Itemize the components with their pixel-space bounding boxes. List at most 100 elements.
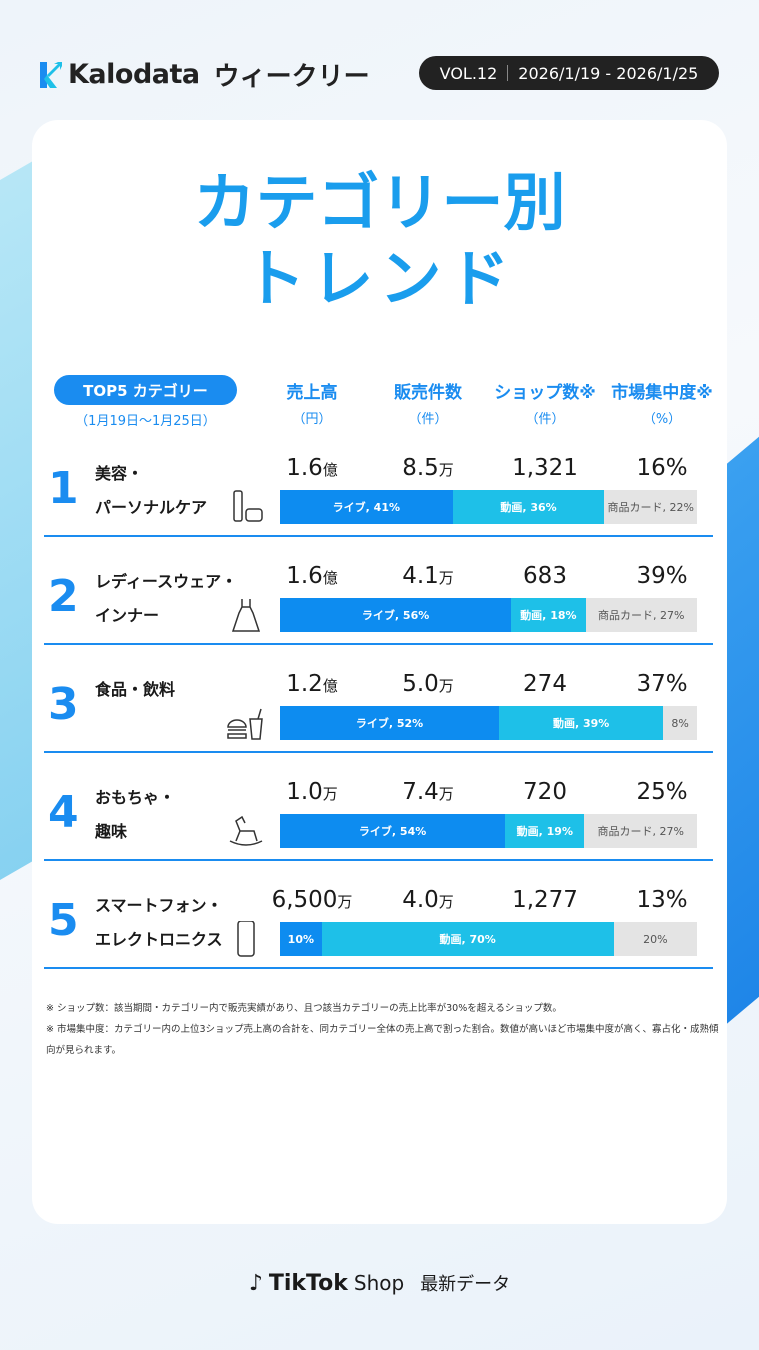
units-unit: 万 bbox=[438, 569, 454, 587]
units-unit: 万 bbox=[438, 677, 454, 695]
shops-value: 1,277 bbox=[512, 887, 578, 913]
sales-number: 1.6 bbox=[286, 455, 323, 481]
sales-channel-share-bar: ライブ, 52% 動画, 39% 8% bbox=[280, 706, 697, 740]
footer: ♪ TikTok Shop 最新データ bbox=[0, 1270, 759, 1296]
sales-value: 1.6億 bbox=[247, 563, 377, 589]
date-range: 2026/1/19 - 2026/1/25 bbox=[518, 63, 699, 83]
sales-unit: 億 bbox=[322, 569, 338, 587]
column-unit-shops: （件） bbox=[525, 412, 565, 427]
column-header-concentration: 市場集中度※ bbox=[611, 383, 713, 403]
column-unit-sales: （円） bbox=[292, 412, 332, 427]
column-header-sales: 売上高 bbox=[286, 383, 338, 403]
rank-number: 2 bbox=[48, 571, 79, 622]
units-number: 5.0 bbox=[402, 671, 439, 697]
row-divider bbox=[44, 967, 713, 969]
table-row: 5 スマートフォン・ エレクトロニクス 6,500万 4.0万 1,277 13… bbox=[0, 887, 759, 995]
sales-number: 1.0 bbox=[286, 779, 323, 805]
share-segment-live: ライブ, 56% bbox=[280, 598, 512, 632]
footer-text: 最新データ bbox=[420, 1274, 511, 1295]
page-title-line1: カテゴリー別 bbox=[193, 166, 566, 239]
sales-unit: 億 bbox=[322, 461, 338, 479]
category-name: スマートフォン・ エレクトロニクス bbox=[95, 896, 223, 949]
share-segment-video: 動画, 39% bbox=[499, 706, 664, 740]
smartphone-icon bbox=[237, 921, 255, 957]
brand-name: Kalodata bbox=[68, 59, 200, 90]
share-segment-card: 商品カード, 22% bbox=[604, 490, 698, 524]
volume-number: VOL.12 bbox=[439, 63, 498, 83]
units-number: 8.5 bbox=[402, 455, 439, 481]
sales-value: 1.0万 bbox=[247, 779, 377, 805]
row-divider bbox=[44, 859, 713, 861]
units-unit: 万 bbox=[438, 893, 454, 911]
share-segment-video: 動画, 18% bbox=[511, 598, 586, 632]
shop-label: Shop bbox=[353, 1271, 405, 1295]
sales-channel-share-bar: ライブ, 56% 動画, 18% 商品カード, 27% bbox=[280, 598, 697, 632]
share-segment-card: 20% bbox=[613, 922, 698, 956]
concentration-value: 16% bbox=[636, 455, 688, 481]
concentration-value: 37% bbox=[636, 671, 688, 697]
rank-number: 4 bbox=[48, 787, 79, 838]
sales-unit: 万 bbox=[337, 893, 353, 911]
share-segment-live: ライブ, 54% bbox=[280, 814, 506, 848]
rank-number: 3 bbox=[48, 679, 79, 730]
sales-value: 1.6億 bbox=[247, 455, 377, 481]
period-label: （1月19日～1月25日） bbox=[75, 414, 216, 429]
units-value: 5.0万 bbox=[363, 671, 493, 697]
divider bbox=[507, 65, 509, 81]
category-name: 食品・飲料 bbox=[95, 680, 176, 699]
sales-channel-share-bar: 10% 動画, 70% 20% bbox=[280, 922, 698, 956]
sales-unit: 万 bbox=[322, 785, 338, 803]
category-name: おもちゃ・ 趣味 bbox=[95, 788, 176, 841]
share-segment-video: 動画, 36% bbox=[452, 490, 605, 524]
rank-number: 5 bbox=[48, 895, 79, 946]
header: Kalodata ウィークリー bbox=[38, 56, 370, 93]
tiktok-logo-icon: ♪ bbox=[248, 1270, 263, 1296]
sales-number: 1.2 bbox=[286, 671, 323, 697]
rocking-horse-icon bbox=[229, 815, 263, 846]
concentration-value: 39% bbox=[636, 563, 688, 589]
sales-unit: 億 bbox=[322, 677, 338, 695]
share-segment-live: ライブ, 41% bbox=[280, 490, 453, 524]
concentration-value: 13% bbox=[636, 887, 688, 913]
row-divider bbox=[44, 751, 713, 753]
footnotes: ※ ショップ数：該当期間・カテゴリー内で販売実績があり、且つ該当カテゴリーの売上… bbox=[46, 998, 726, 1061]
column-unit-units: （件） bbox=[408, 412, 448, 427]
units-value: 8.5万 bbox=[363, 455, 493, 481]
content-card bbox=[32, 120, 727, 1224]
share-segment-video: 動画, 70% bbox=[321, 922, 614, 956]
concentration-value: 25% bbox=[636, 779, 688, 805]
shops-value: 1,321 bbox=[512, 455, 578, 481]
shops-value: 274 bbox=[523, 671, 567, 697]
shops-value: 683 bbox=[523, 563, 567, 589]
burger-drink-icon bbox=[227, 708, 263, 740]
sales-number: 6,500 bbox=[271, 887, 338, 913]
top5-label: TOP5 カテゴリー bbox=[54, 375, 237, 405]
units-unit: 万 bbox=[438, 785, 454, 803]
table-row: 4 おもちゃ・ 趣味 1.0万 7.4万 720 25% ライブ, 54% 動画,… bbox=[0, 779, 759, 887]
rank-number: 1 bbox=[48, 463, 79, 514]
share-segment-video: 動画, 19% bbox=[505, 814, 585, 848]
weekly-label: ウィークリー bbox=[213, 62, 370, 92]
volume-date-badge: VOL.12 2026/1/19 - 2026/1/25 bbox=[419, 56, 719, 90]
kalodata-logo-icon bbox=[40, 61, 62, 88]
share-segment-live: 10% bbox=[280, 922, 322, 956]
units-value: 7.4万 bbox=[363, 779, 493, 805]
table-row: 2 レディースウェア・ インナー 1.6億 4.1万 683 39% ライブ, … bbox=[0, 563, 759, 671]
row-divider bbox=[44, 643, 713, 645]
units-number: 7.4 bbox=[402, 779, 439, 805]
sales-value: 1.2億 bbox=[247, 671, 377, 697]
units-value: 4.1万 bbox=[363, 563, 493, 589]
table-row: 3 食品・飲料 1.2億 5.0万 274 37% ライブ, 52% 動画, 39… bbox=[0, 671, 759, 779]
units-number: 4.1 bbox=[402, 563, 439, 589]
category-name: 美容・ パーソナルケア bbox=[95, 464, 208, 517]
category-name: レディースウェア・ インナー bbox=[95, 572, 238, 625]
footnote-shops: ※ ショップ数：該当期間・カテゴリー内で販売実績があり、且つ該当カテゴリーの売上… bbox=[46, 1003, 562, 1014]
units-number: 4.0 bbox=[402, 887, 439, 913]
footnote-concentration: ※ 市場集中度：カテゴリー内の上位3ショップ売上高の合計を、同カテゴリー全体の売… bbox=[46, 1024, 719, 1056]
row-divider bbox=[44, 535, 713, 537]
shops-value: 720 bbox=[523, 779, 567, 805]
column-unit-concentration: （%） bbox=[642, 412, 682, 427]
share-segment-card: 8% bbox=[663, 706, 697, 740]
units-value: 4.0万 bbox=[363, 887, 493, 913]
share-segment-live: ライブ, 52% bbox=[280, 706, 500, 740]
